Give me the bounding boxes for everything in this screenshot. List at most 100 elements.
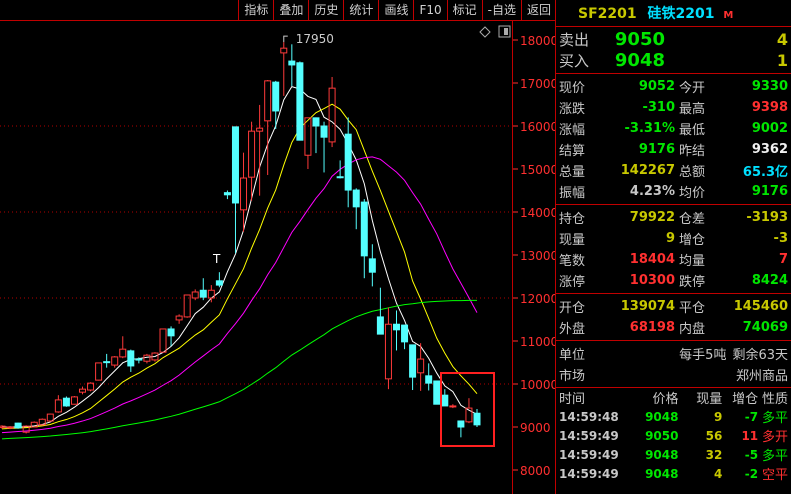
stat-label: 涨跌 (559, 102, 586, 117)
stat-row: 开仓 139074 平仓 145460 (556, 296, 791, 317)
toolbar-button[interactable]: 标记 (446, 0, 482, 20)
candle[interactable] (272, 80, 280, 130)
candle[interactable] (103, 353, 111, 368)
stat-value: 65.3亿 (742, 165, 788, 180)
candle[interactable] (384, 307, 392, 390)
candle[interactable] (207, 285, 215, 303)
candle[interactable] (87, 382, 95, 392)
candle[interactable] (231, 126, 239, 254)
candle[interactable] (328, 76, 336, 148)
candle[interactable] (111, 356, 119, 368)
candle[interactable] (38, 418, 46, 426)
candle[interactable] (280, 42, 288, 96)
candle[interactable] (175, 314, 183, 324)
candle[interactable] (417, 343, 425, 391)
candle[interactable] (70, 396, 78, 405)
candle[interactable] (14, 422, 22, 429)
candle[interactable] (473, 408, 481, 427)
candlestick-chart[interactable]: 18000 17000 16000 15000 14000 13000 12000 11000… (0, 21, 555, 494)
panel-toggle-icon[interactable] (498, 25, 511, 38)
candle[interactable] (54, 395, 62, 413)
toolbar-button[interactable]: 画线 (378, 0, 413, 20)
candle[interactable] (368, 244, 376, 287)
candle-body (264, 80, 272, 122)
candle[interactable] (288, 44, 296, 87)
candle[interactable] (46, 413, 54, 422)
candle-body (288, 60, 296, 66)
candle[interactable] (151, 352, 159, 362)
candle[interactable] (199, 278, 207, 301)
candle[interactable] (360, 199, 368, 279)
candle[interactable] (457, 420, 465, 438)
candle[interactable] (30, 421, 38, 428)
candle[interactable] (135, 357, 143, 364)
candle[interactable] (191, 289, 199, 301)
stat-value: 9176 (751, 184, 788, 199)
stat-value: 142267 (620, 163, 676, 178)
tick-cell: 9048 (645, 447, 679, 462)
candle[interactable] (22, 425, 30, 434)
candle-body (248, 130, 256, 178)
stat-row: 涨幅 -3.31% 最低 9002 (556, 118, 791, 139)
bid-row[interactable]: 买入 9048 1 (556, 50, 791, 71)
candle[interactable] (409, 344, 417, 391)
candle-body (240, 177, 248, 211)
candle[interactable] (256, 104, 264, 196)
candle-body (191, 291, 199, 299)
candle[interactable] (0, 425, 6, 429)
candle-body (0, 425, 6, 428)
candle-body (401, 324, 409, 343)
candle[interactable] (336, 160, 344, 179)
candle[interactable] (344, 117, 352, 208)
candle[interactable] (215, 272, 223, 288)
candle[interactable] (183, 294, 191, 318)
candle-body (417, 358, 425, 374)
candle[interactable] (433, 380, 441, 405)
toolbar-button[interactable]: -自选 (481, 0, 521, 20)
candle[interactable] (6, 426, 14, 430)
toolbar-button[interactable]: F10 (413, 0, 446, 20)
toolbar-button[interactable]: 历史 (308, 0, 343, 20)
candle[interactable] (441, 389, 449, 407)
candle[interactable] (449, 404, 457, 409)
candle[interactable] (143, 353, 151, 364)
candle[interactable] (401, 324, 409, 350)
toolbar-button[interactable]: 叠加 (273, 0, 308, 20)
candle[interactable] (62, 396, 70, 407)
candle-body (151, 352, 159, 361)
candle[interactable] (264, 79, 272, 176)
candle[interactable] (465, 398, 473, 424)
candle-body (207, 289, 215, 299)
tick-cell: 14:59:48 (559, 409, 619, 424)
candle[interactable] (376, 287, 384, 335)
price-stats: 现价 9052 今开 9330 涨跌 -310 最高 9398 涨幅 -3.31% 最低 9002 结算… (556, 74, 791, 205)
candle[interactable] (119, 336, 127, 359)
stat-value: 10300 (629, 273, 676, 288)
candle-body (312, 117, 320, 127)
stat-value: 74069 (742, 320, 788, 335)
candle[interactable] (223, 190, 231, 200)
candle[interactable] (127, 349, 135, 372)
candle[interactable] (159, 328, 167, 353)
candle[interactable] (79, 386, 87, 395)
candle[interactable] (95, 362, 103, 381)
stat-value: 9 (665, 231, 676, 246)
toolbar-button[interactable]: 指标 (238, 0, 273, 20)
candle[interactable] (304, 117, 312, 169)
candle[interactable] (312, 117, 320, 154)
candle[interactable] (392, 310, 400, 351)
candle[interactable] (248, 121, 256, 201)
candle[interactable] (240, 152, 248, 232)
toolbar-button[interactable]: 统计 (343, 0, 378, 20)
candle[interactable] (352, 188, 360, 230)
candle-body (352, 189, 360, 208)
toolbar-button[interactable]: 返回 (520, 0, 556, 20)
diamond-icon[interactable] (479, 26, 491, 38)
candle[interactable] (296, 61, 304, 141)
ask-row[interactable]: 卖出 9050 4 (556, 29, 791, 50)
candle[interactable] (167, 326, 175, 347)
candle-body (6, 426, 14, 429)
candle[interactable] (320, 121, 328, 173)
candle[interactable] (425, 363, 433, 391)
candle-body (175, 315, 183, 321)
